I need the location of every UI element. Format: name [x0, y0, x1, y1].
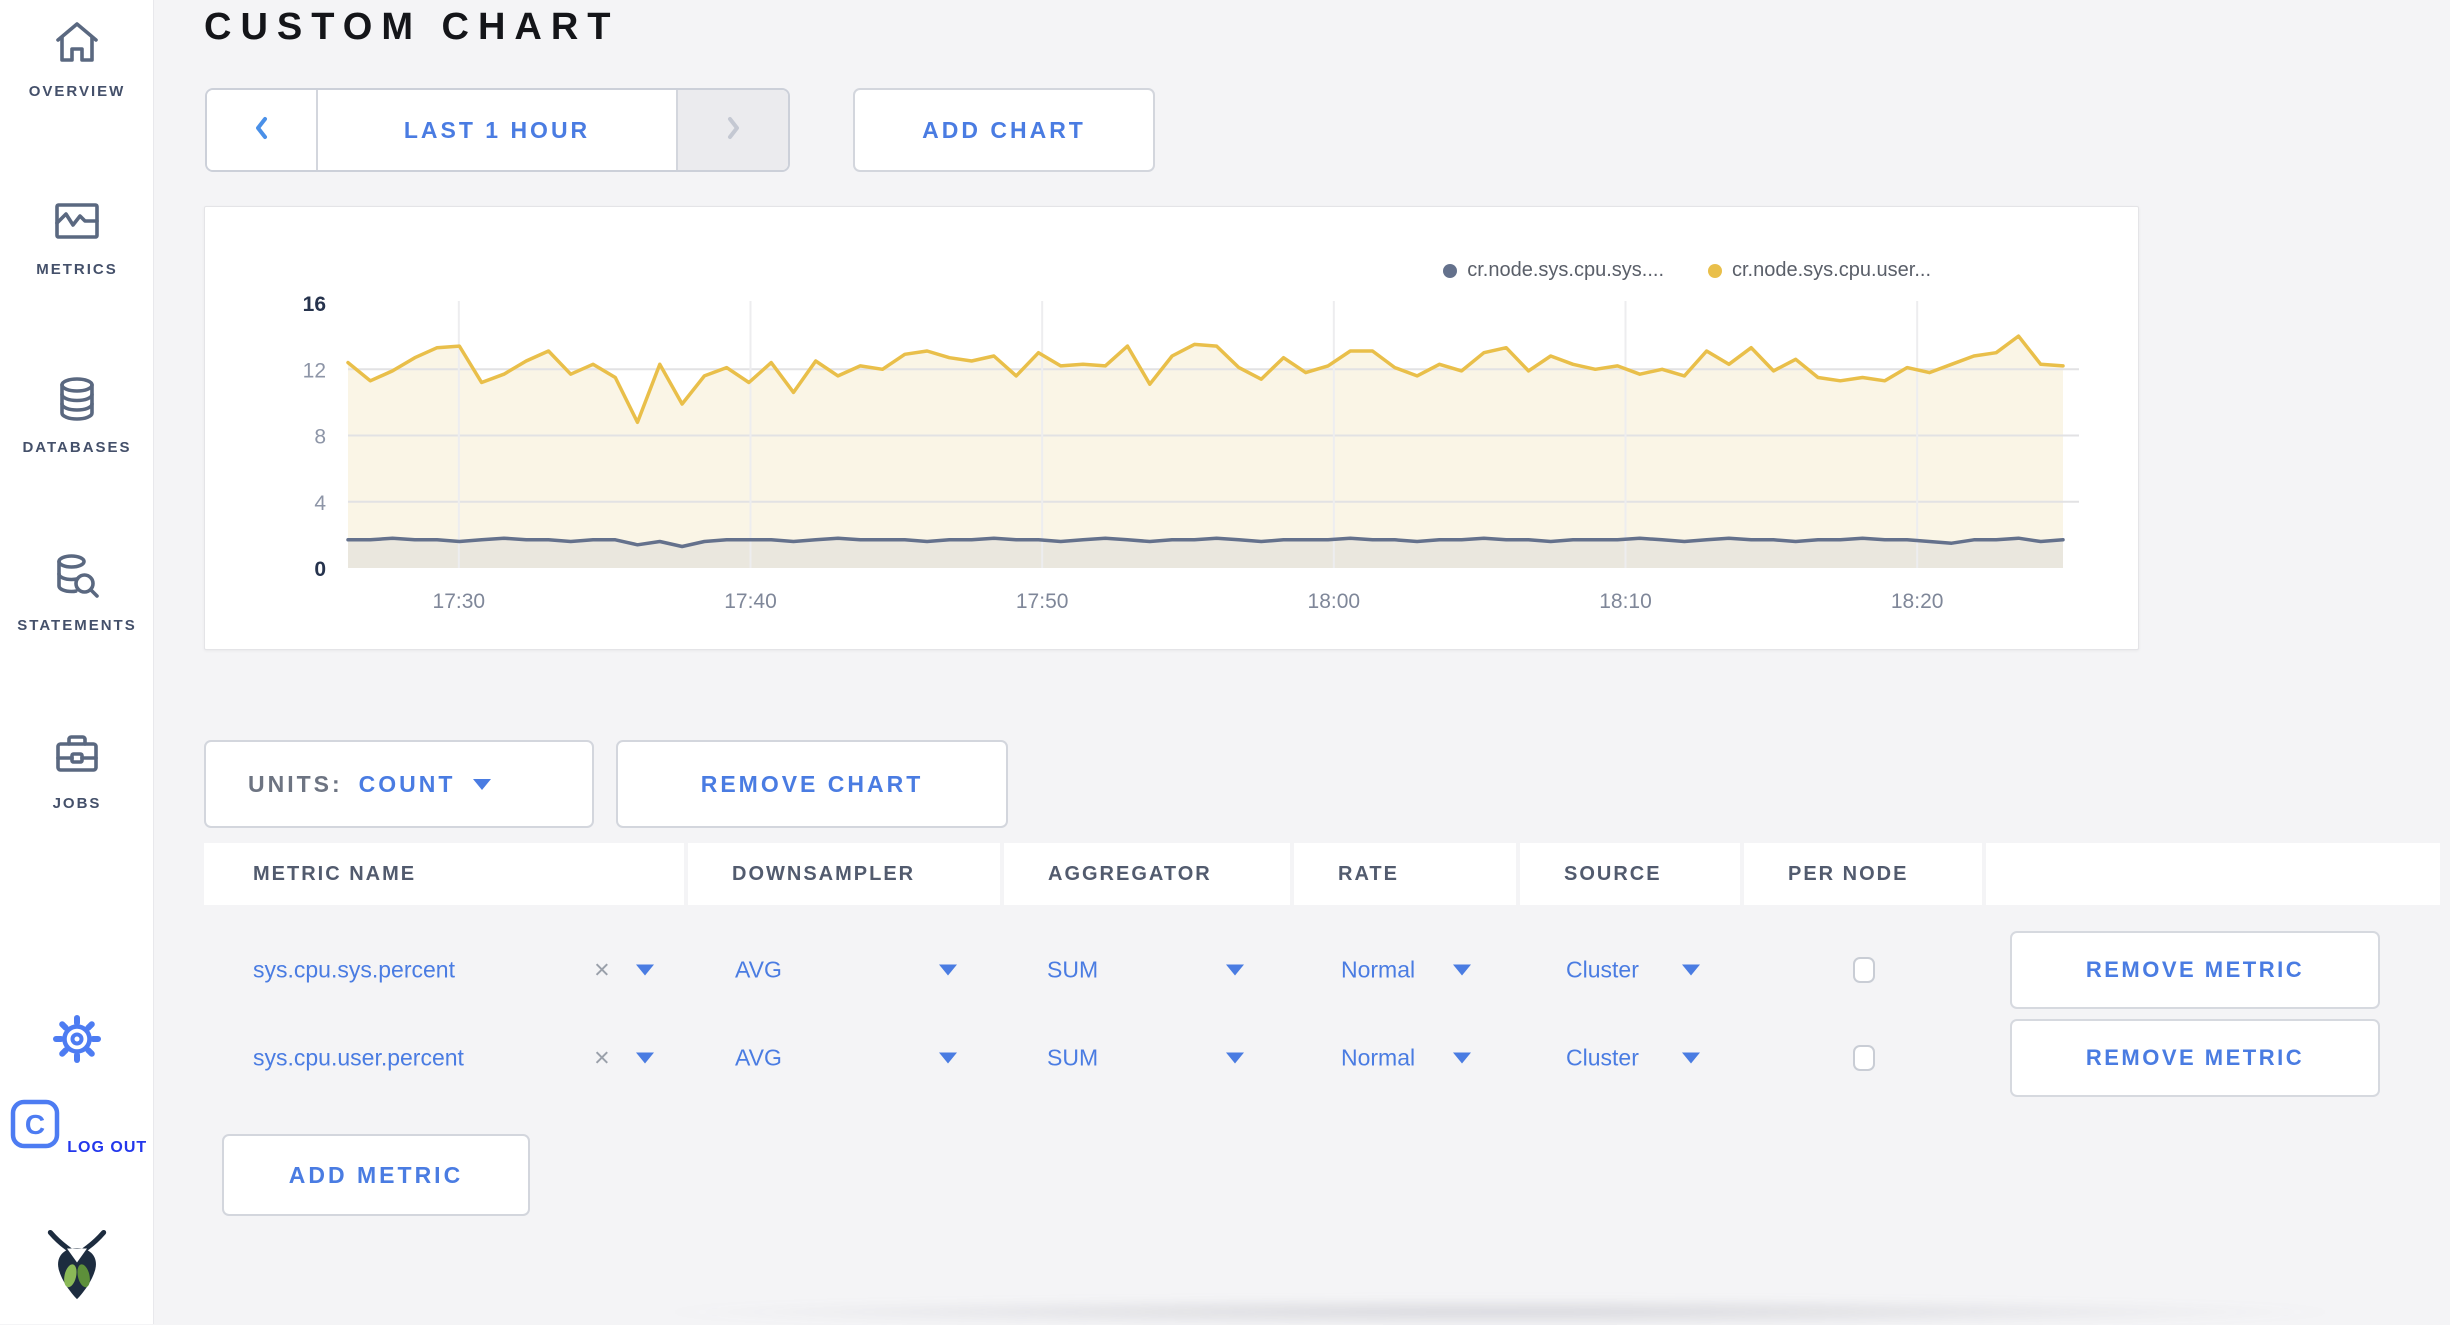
svg-text:16: 16	[303, 293, 326, 316]
sidebar-item-label: STATEMENTS	[17, 617, 137, 634]
per-node-checkbox[interactable]	[1853, 957, 1875, 983]
bottom-shadow	[640, 1299, 2360, 1325]
svg-text:17:50: 17:50	[1016, 590, 1069, 613]
chevron-down-icon[interactable]	[1226, 1052, 1244, 1064]
page-title: CUSTOM CHART	[204, 6, 620, 48]
cockroach-bug-icon	[41, 1228, 113, 1313]
svg-text:C: C	[25, 1109, 45, 1140]
remove-metric-button[interactable]: REMOVE METRIC	[2010, 931, 2380, 1009]
source-dropdown[interactable]: Cluster	[1566, 956, 1639, 983]
sidebar-item-label: METRICS	[36, 261, 118, 278]
chevron-down-icon[interactable]	[1226, 964, 1244, 976]
time-window-selector: LAST 1 HOUR	[205, 88, 790, 172]
legend-item-sys[interactable]: cr.node.sys.cpu.sys....	[1443, 259, 1664, 282]
column-header-actions	[1986, 843, 2440, 905]
time-next-button[interactable]	[678, 90, 788, 170]
column-header-metric-name: METRIC NAME	[204, 843, 684, 905]
metric-name-dropdown[interactable]: sys.cpu.sys.percent	[253, 956, 455, 983]
sidebar-item-label: DATABASES	[22, 439, 132, 456]
metrics-icon	[50, 194, 104, 253]
sidebar: OVERVIEW METRICS DATABASES	[0, 0, 154, 1324]
remove-metric-button[interactable]: REMOVE METRIC	[2010, 1019, 2380, 1097]
chart-card: 0 4 8 12 16 17:30 17:40 17:50 18:00 18:10 18:20 cr…	[204, 206, 2139, 650]
svg-text:18:20: 18:20	[1891, 590, 1944, 613]
sidebar-item-statements[interactable]: STATEMENTS	[0, 550, 154, 634]
svg-text:0: 0	[314, 558, 326, 581]
svg-text:4: 4	[314, 492, 326, 515]
main-content: CUSTOM CHART LAST 1 HOUR ADD CHART 0 4 8 12…	[154, 0, 2450, 1325]
sidebar-item-settings[interactable]	[0, 1011, 154, 1072]
chart-legend: cr.node.sys.cpu.sys.... cr.node.sys.cpu.…	[1443, 259, 1931, 282]
downsampler-dropdown[interactable]: AVG	[735, 1044, 782, 1071]
column-header-per-node: PER NODE	[1744, 843, 1982, 905]
downsampler-dropdown[interactable]: AVG	[735, 956, 782, 983]
jobs-icon	[50, 728, 104, 787]
metric-row: sys.cpu.sys.percent × AVG SUM Normal Clu…	[204, 926, 2440, 1014]
metrics-table-header: METRIC NAME DOWNSAMPLER AGGREGATOR RATE …	[204, 843, 2440, 905]
logout-label: LOG OUT	[67, 1139, 148, 1156]
clear-metric-icon[interactable]: ×	[594, 954, 610, 985]
chevron-down-icon[interactable]	[1682, 1052, 1700, 1064]
chevron-right-icon	[723, 114, 743, 147]
sidebar-item-databases[interactable]: DATABASES	[0, 372, 154, 456]
rate-dropdown[interactable]: Normal	[1341, 1044, 1416, 1071]
sidebar-item-label: OVERVIEW	[28, 83, 126, 100]
source-dropdown[interactable]: Cluster	[1566, 1044, 1639, 1071]
gear-icon	[49, 1011, 105, 1072]
database-icon	[50, 372, 104, 431]
time-range-dropdown[interactable]: LAST 1 HOUR	[318, 90, 678, 170]
time-range-label: LAST 1 HOUR	[403, 116, 591, 143]
chevron-down-icon[interactable]	[1682, 964, 1700, 976]
legend-dot-user	[1708, 263, 1722, 278]
clear-metric-icon[interactable]: ×	[594, 1042, 610, 1073]
svg-text:12: 12	[303, 359, 326, 382]
units-dropdown[interactable]: UNITS: COUNT	[204, 740, 594, 828]
chevron-down-icon[interactable]	[939, 1052, 957, 1064]
chevron-down-icon[interactable]	[939, 964, 957, 976]
time-prev-button[interactable]	[207, 90, 318, 170]
aggregator-dropdown[interactable]: SUM	[1047, 1044, 1099, 1071]
statements-icon	[50, 550, 104, 609]
chevron-left-icon	[252, 114, 272, 147]
remove-chart-button[interactable]: REMOVE CHART	[616, 740, 1008, 828]
chevron-down-icon[interactable]	[636, 1052, 654, 1064]
chevron-down-icon[interactable]	[1453, 964, 1471, 976]
legend-label-user: cr.node.sys.cpu.user...	[1732, 259, 1931, 281]
chevron-down-icon	[473, 778, 492, 790]
cockroach-c-icon: C	[7, 1096, 63, 1157]
legend-label-sys: cr.node.sys.cpu.sys....	[1467, 259, 1664, 281]
svg-text:18:00: 18:00	[1308, 590, 1361, 613]
legend-item-user[interactable]: cr.node.sys.cpu.user...	[1708, 259, 1931, 282]
column-header-rate: RATE	[1294, 843, 1516, 905]
chevron-down-icon[interactable]	[1453, 1052, 1471, 1064]
svg-text:18:10: 18:10	[1599, 590, 1652, 613]
metric-name-dropdown[interactable]: sys.cpu.user.percent	[253, 1044, 464, 1071]
sidebar-item-jobs[interactable]: JOBS	[0, 728, 154, 812]
rate-dropdown[interactable]: Normal	[1341, 956, 1416, 983]
column-header-aggregator: AGGREGATOR	[1004, 843, 1290, 905]
metric-row: sys.cpu.user.percent × AVG SUM Normal Cl…	[204, 1014, 2440, 1102]
aggregator-dropdown[interactable]: SUM	[1047, 956, 1099, 983]
chevron-down-icon[interactable]	[636, 964, 654, 976]
sidebar-brand[interactable]	[0, 1228, 154, 1313]
sidebar-item-metrics[interactable]: METRICS	[0, 194, 154, 278]
timeseries-chart: 0 4 8 12 16 17:30 17:40 17:50 18:00 18:10 18:20	[303, 293, 2079, 613]
column-header-source: SOURCE	[1520, 843, 1740, 905]
add-chart-button[interactable]: ADD CHART	[853, 88, 1155, 172]
svg-text:17:40: 17:40	[724, 590, 777, 613]
sidebar-item-overview[interactable]: OVERVIEW	[0, 16, 154, 100]
per-node-checkbox[interactable]	[1853, 1045, 1875, 1071]
svg-text:8: 8	[314, 426, 326, 449]
units-label: UNITS:	[248, 770, 343, 797]
legend-dot-sys	[1443, 263, 1458, 278]
sidebar-item-logout[interactable]: C LOG OUT	[0, 1096, 154, 1157]
column-header-downsampler: DOWNSAMPLER	[688, 843, 1000, 905]
units-value: COUNT	[358, 770, 456, 797]
svg-text:17:30: 17:30	[433, 590, 486, 613]
home-icon	[50, 16, 104, 75]
sidebar-item-label: JOBS	[52, 795, 102, 812]
add-metric-button[interactable]: ADD METRIC	[222, 1134, 530, 1216]
